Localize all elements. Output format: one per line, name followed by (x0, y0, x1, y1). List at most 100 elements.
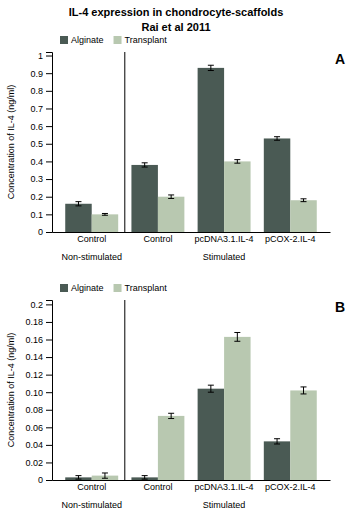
divider (124, 52, 125, 232)
y-tick-mark (46, 445, 52, 446)
y-tick-mark (46, 108, 52, 109)
error-bar (75, 202, 81, 206)
y-axis-label: Concentration of IL-4 (ng/ml) (6, 333, 16, 448)
group-annotation: Stimulated (203, 252, 246, 262)
x-tick: pCOX-2.IL-4 (265, 232, 316, 244)
error-bar (234, 160, 240, 164)
legend-swatch (114, 284, 122, 292)
y-tick: 0.1 (30, 210, 52, 220)
x-axis: ControlControlpcDNA3.1.IL-4pCOX-2.IL-4 (53, 232, 331, 244)
y-tick-mark (46, 392, 52, 393)
y-tick: 0.2 (30, 300, 52, 310)
y-tick-label: 1 (38, 51, 43, 61)
y-axis-label: Concentration of IL-4 (ng/ml) (6, 85, 16, 200)
bar (290, 390, 316, 480)
error-bar (274, 439, 280, 444)
legend-swatch (60, 284, 68, 292)
y-tick-label: 0.2 (30, 192, 43, 202)
bar (158, 197, 184, 232)
y-axis-line (46, 53, 53, 233)
y-tick-mark (46, 462, 52, 463)
group-annotation: Non-stimulated (61, 500, 122, 510)
y-tick: 0.9 (30, 69, 52, 79)
group-annotation: Stimulated (203, 500, 246, 510)
y-tick: 0.02 (25, 458, 52, 468)
panel: 00.10.20.30.40.50.60.70.80.91ControlCont… (6, 35, 345, 262)
y-tick-mark (46, 91, 52, 92)
y-tick-mark (46, 322, 52, 323)
legend-item: Transplant (114, 283, 168, 293)
x-tick: Control (77, 480, 106, 492)
y-axis: 00.10.20.30.40.50.60.70.80.91 (30, 51, 52, 237)
y-tick-mark (46, 357, 52, 358)
series (65, 65, 290, 232)
error-bar (168, 195, 174, 199)
bar (158, 416, 184, 480)
x-tick: pcDNA3.1.IL-4 (195, 232, 254, 244)
bar (290, 200, 316, 232)
legend-label: Alginate (71, 35, 104, 45)
legend-label: Transplant (125, 35, 168, 45)
legend-label: Alginate (71, 283, 104, 293)
x-tick-label: Control (143, 482, 172, 492)
error-bar (75, 476, 81, 480)
x-tick: Control (143, 480, 172, 492)
error-bar (142, 163, 148, 167)
legend-swatch (60, 36, 68, 44)
y-tick: 0.12 (25, 370, 52, 380)
y-tick: 1 (38, 51, 52, 61)
y-tick-mark (46, 144, 52, 145)
error-bar (168, 413, 174, 418)
x-axis-line (53, 480, 331, 481)
y-tick: 0.3 (30, 174, 52, 184)
panel-label: A (335, 51, 345, 67)
y-tick: 0 (38, 227, 52, 237)
bar (224, 337, 250, 480)
title: IL-4 expression in chondrocyte-scaffolds (69, 6, 284, 18)
y-tick-label: 0.6 (30, 121, 43, 131)
x-tick-label: pCOX-2.IL-4 (265, 482, 316, 492)
panel: 00.020.040.060.080.100.120.140.160.180.2… (6, 283, 345, 510)
y-tick-label: 0.18 (25, 317, 43, 327)
y-tick-label: 0.08 (25, 405, 43, 415)
error-bar (102, 213, 108, 215)
x-tick-label: pCOX-2.IL-4 (265, 234, 316, 244)
x-tick: pCOX-2.IL-4 (265, 480, 316, 492)
y-tick-label: 0.3 (30, 174, 43, 184)
legend-swatch (114, 36, 122, 44)
y-tick-mark (46, 197, 52, 198)
legend-item: Alginate (60, 283, 104, 293)
divider (124, 300, 125, 480)
y-tick-mark (46, 304, 52, 305)
bar (131, 165, 157, 232)
y-tick: 0.08 (25, 405, 52, 415)
error-bar (301, 387, 307, 394)
y-tick-label: 0.1 (30, 210, 43, 220)
error-bar (102, 473, 108, 478)
error-bar (208, 385, 214, 392)
y-tick-mark (46, 161, 52, 162)
y-tick-label: 0.02 (25, 458, 43, 468)
legend: Alginate Transplant (60, 35, 167, 45)
y-tick-mark (46, 126, 52, 127)
group-annotation: Non-stimulated (61, 252, 122, 262)
y-tick: 0.04 (25, 440, 52, 450)
x-tick: Control (143, 232, 172, 244)
x-tick-label: pcDNA3.1.IL-4 (195, 482, 254, 492)
x-axis: Control Control pcDNA3.1.IL-4 pCOX-2.IL-4 (53, 480, 331, 492)
y-tick: 0.6 (30, 121, 52, 131)
bar (198, 68, 224, 232)
y-tick: 0.8 (30, 86, 52, 96)
y-tick-mark (46, 73, 52, 74)
x-tick: pcDNA3.1.IL-4 (195, 480, 254, 492)
error-bar (234, 332, 240, 341)
error-bar (274, 137, 280, 141)
y-tick-label: 0.12 (25, 370, 43, 380)
y-tick-label: 0 (38, 475, 43, 485)
y-tick-mark (46, 375, 52, 376)
error-bar (208, 65, 214, 70)
marks (65, 332, 317, 480)
bar (198, 389, 224, 480)
y-tick-mark (46, 427, 52, 428)
error-bar (301, 199, 307, 202)
